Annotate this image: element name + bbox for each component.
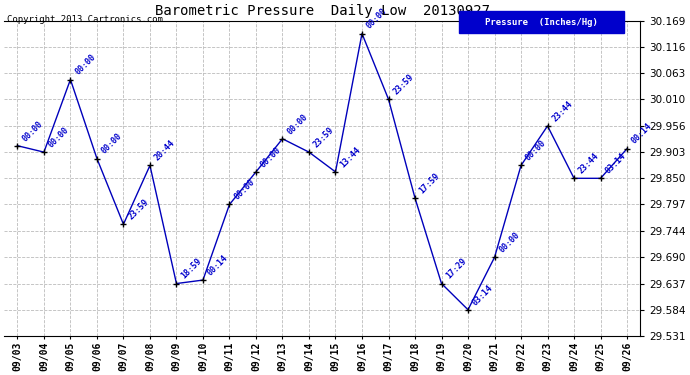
Text: 00:00: 00:00 [259, 145, 283, 169]
Text: 18:59: 18:59 [179, 257, 204, 281]
Text: 00:00: 00:00 [73, 53, 97, 77]
Text: 00:00: 00:00 [497, 231, 522, 255]
Text: 00:00: 00:00 [285, 112, 309, 136]
Text: Pressure  (Inches/Hg): Pressure (Inches/Hg) [485, 18, 598, 27]
Text: Copyright 2013 Cartronics.com: Copyright 2013 Cartronics.com [7, 15, 163, 24]
Text: 00:00: 00:00 [20, 119, 44, 143]
Text: 23:59: 23:59 [391, 72, 415, 96]
Text: 20:44: 20:44 [152, 139, 177, 163]
Text: 23:59: 23:59 [312, 125, 336, 149]
Text: 00:14: 00:14 [630, 122, 654, 146]
Text: 00:00: 00:00 [365, 7, 388, 31]
Text: 00:00: 00:00 [100, 132, 124, 156]
Text: 23:44: 23:44 [551, 99, 574, 123]
Text: 00:14: 00:14 [206, 253, 230, 277]
Text: 00:00: 00:00 [47, 125, 71, 149]
Text: 00:00: 00:00 [233, 178, 256, 202]
Title: Barometric Pressure  Daily Low  20130927: Barometric Pressure Daily Low 20130927 [155, 4, 490, 18]
Text: 13:44: 13:44 [338, 145, 362, 169]
Text: 23:44: 23:44 [577, 152, 601, 176]
Text: 00:00: 00:00 [524, 139, 548, 163]
Text: 17:29: 17:29 [444, 257, 469, 281]
Text: 17:59: 17:59 [417, 171, 442, 195]
Text: 03:14: 03:14 [603, 152, 627, 176]
Text: 03:14: 03:14 [471, 283, 495, 307]
Text: 23:59: 23:59 [126, 197, 150, 222]
